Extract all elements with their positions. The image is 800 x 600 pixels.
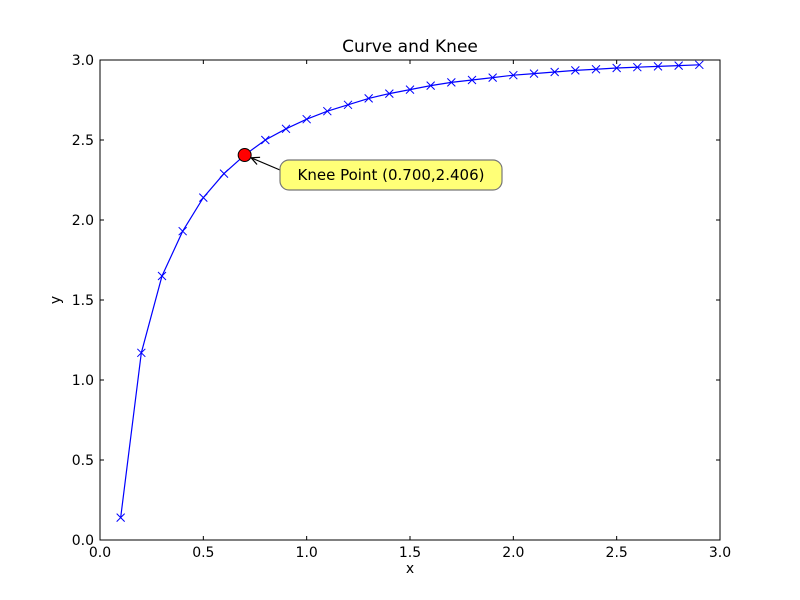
data-point-17	[467, 75, 477, 85]
x-tick-label-1: 0.5	[192, 545, 214, 561]
data-point-18	[488, 73, 498, 82]
data-point-28	[694, 60, 704, 70]
data-point-3	[178, 226, 188, 236]
x-tick-label-4: 2.0	[502, 545, 524, 561]
data-point-22	[570, 66, 580, 75]
plot-area	[100, 60, 720, 540]
data-point-16	[446, 78, 456, 87]
data-point-23	[591, 64, 601, 74]
data-point-8	[281, 124, 291, 134]
y-tick-label-4: 2.0	[72, 213, 94, 229]
data-point-13	[384, 89, 394, 98]
data-point-4	[198, 193, 208, 202]
data-point-25	[632, 62, 642, 72]
data-point-5	[219, 169, 229, 178]
x-axis-label: x	[406, 561, 414, 577]
data-point-27	[674, 61, 684, 70]
data-point-12	[364, 94, 374, 103]
data-point-11	[343, 100, 353, 110]
annotation-label-0: Knee Point (0.700,2.406)	[298, 166, 485, 184]
knee-point-marker	[237, 148, 252, 163]
data-point-21	[550, 67, 560, 77]
y-tick-label-2: 1.0	[72, 373, 94, 389]
data-point-20	[529, 69, 539, 78]
data-point-9	[302, 114, 312, 124]
data-point-24	[612, 63, 622, 73]
data-point-14	[405, 85, 415, 94]
y-tick-label-1: 0.5	[72, 453, 94, 469]
ticks-layer: 0.0 0.5 1.0 1.5 2.0 2.5 3.0 0.0 0.5 1.0 1.5 2.0 2.5 3…	[72, 53, 731, 561]
annotation-box-0	[279, 159, 503, 191]
data-point-0	[116, 513, 126, 522]
plot-frame	[99, 59, 721, 541]
x-tick-label-6: 3.0	[709, 545, 731, 561]
data-point-1	[136, 348, 146, 358]
y-tick-label-6: 3.0	[72, 53, 94, 69]
y-tick-label-3: 1.5	[72, 293, 94, 309]
annotation-arrow-0	[250, 157, 281, 171]
y-axis-label: y	[48, 296, 64, 304]
annotation-arrowhead-0	[249, 156, 261, 165]
x-tick-label-3: 1.5	[399, 545, 421, 561]
data-point-7	[260, 135, 270, 145]
series-layer	[116, 60, 704, 522]
y-tick-label-0: 0.0	[72, 533, 94, 549]
data-point-26	[653, 62, 663, 71]
annotation-layer: Knee Point (0.700,2.406)	[237, 148, 503, 191]
chart-title: Curve and Knee	[342, 37, 478, 57]
x-tick-label-0: 0.0	[89, 545, 111, 561]
x-tick-label-2: 1.0	[296, 545, 318, 561]
x-tick-label-5: 2.5	[606, 545, 628, 561]
data-point-19	[508, 70, 518, 80]
data-point-10	[322, 106, 332, 116]
data-point-2	[157, 271, 167, 281]
data-point-15	[426, 81, 436, 90]
y-tick-label-5: 2.5	[72, 133, 94, 149]
